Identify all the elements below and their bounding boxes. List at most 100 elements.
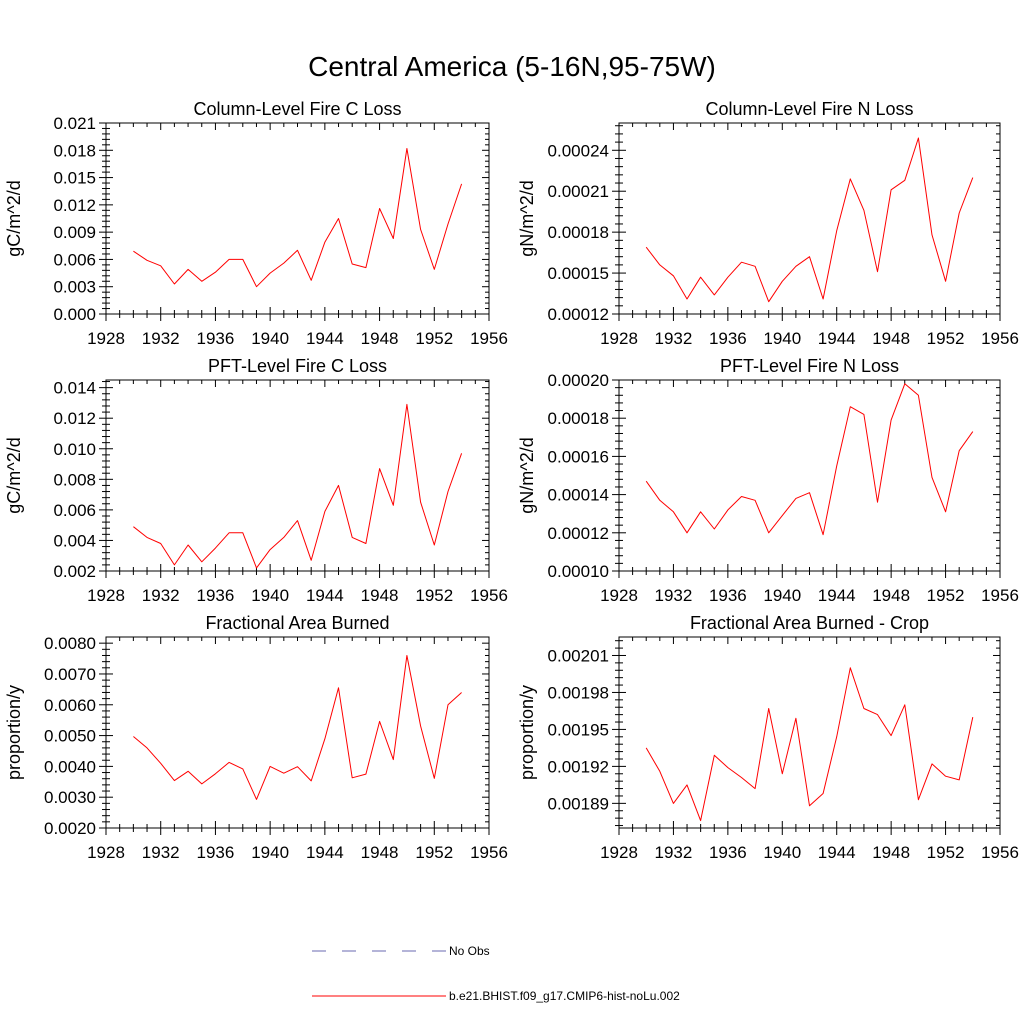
y-tick-label: 0.00018 bbox=[548, 409, 609, 428]
panels: Column-Level Fire C Loss gC/m^2/d 1928 1932… bbox=[4, 99, 1019, 862]
x-tick-label: 1936 bbox=[197, 843, 235, 862]
y-tick-label: 0.0020 bbox=[44, 819, 96, 838]
y-tick-label: 0.0060 bbox=[44, 696, 96, 715]
y-tick-label: 0.00195 bbox=[548, 720, 609, 739]
y-tick-label: 0.00024 bbox=[548, 141, 609, 160]
y-tick-label: 0.0040 bbox=[44, 757, 96, 776]
panel-4: PFT-Level Fire N Loss gN/m^2/d 1928 1932 193… bbox=[517, 356, 1019, 605]
y-tick-label: 0.002 bbox=[53, 562, 96, 581]
y-tick-label: 0.00192 bbox=[548, 757, 609, 776]
y-tick-label: 0.0030 bbox=[44, 788, 96, 807]
y-tick-label: 0.008 bbox=[53, 470, 96, 489]
x-tick-label: 1940 bbox=[763, 843, 801, 862]
x-tick-label: 1956 bbox=[470, 586, 508, 605]
x-tick-label: 1948 bbox=[361, 329, 399, 348]
panel-title: Fractional Area Burned bbox=[205, 613, 389, 633]
x-tick-label: 1932 bbox=[142, 329, 180, 348]
panel-6: Fractional Area Burned - Crop proportion/… bbox=[517, 613, 1019, 862]
y-axis-label: gN/m^2/d bbox=[517, 180, 537, 256]
x-tick-label: 1940 bbox=[763, 329, 801, 348]
plot-frame bbox=[105, 122, 490, 315]
x-tick-label: 1944 bbox=[306, 586, 344, 605]
x-tick-label: 1936 bbox=[709, 843, 747, 862]
x-tick-label: 1952 bbox=[415, 586, 453, 605]
x-tick-label: 1956 bbox=[981, 843, 1019, 862]
y-tick-label: 0.00012 bbox=[548, 524, 609, 543]
panel-1: Column-Level Fire C Loss gC/m^2/d 1928 1932… bbox=[4, 99, 508, 348]
y-tick-label: 0.014 bbox=[53, 379, 96, 398]
x-tick-label: 1948 bbox=[361, 586, 399, 605]
y-tick-label: 0.003 bbox=[53, 278, 96, 297]
x-tick-label: 1928 bbox=[87, 843, 125, 862]
panel-title: Fractional Area Burned - Crop bbox=[690, 613, 929, 633]
y-tick-label: 0.015 bbox=[53, 169, 96, 188]
y-tick-label: 0.00012 bbox=[548, 305, 609, 324]
plot-frame bbox=[618, 122, 1001, 315]
x-tick-label: 1928 bbox=[87, 586, 125, 605]
x-tick-label: 1932 bbox=[142, 586, 180, 605]
x-tick-label: 1948 bbox=[872, 329, 910, 348]
x-tick-label: 1956 bbox=[470, 843, 508, 862]
x-tick-label: 1956 bbox=[981, 329, 1019, 348]
y-tick-label: 0.021 bbox=[53, 114, 96, 133]
y-axis-label: proportion/y bbox=[517, 685, 537, 780]
y-tick-label: 0.012 bbox=[53, 409, 96, 428]
x-tick-label: 1932 bbox=[655, 586, 693, 605]
y-tick-label: 0.004 bbox=[53, 531, 96, 550]
panel-title: Column-Level Fire N Loss bbox=[705, 99, 913, 119]
y-tick-label: 0.00015 bbox=[548, 264, 609, 283]
legend-label-no-obs: No Obs bbox=[449, 944, 490, 958]
y-tick-label: 0.00016 bbox=[548, 447, 609, 466]
x-tick-label: 1932 bbox=[142, 843, 180, 862]
x-tick-label: 1944 bbox=[818, 843, 856, 862]
y-tick-label: 0.00198 bbox=[548, 683, 609, 702]
y-tick-label: 0.000 bbox=[53, 305, 96, 324]
series-line bbox=[645, 383, 974, 536]
x-tick-label: 1928 bbox=[600, 329, 638, 348]
series-line bbox=[133, 655, 462, 800]
x-tick-label: 1952 bbox=[927, 329, 965, 348]
panel-title: PFT-Level Fire C Loss bbox=[208, 356, 387, 376]
y-tick-label: 0.00018 bbox=[548, 223, 609, 242]
panel-title: PFT-Level Fire N Loss bbox=[720, 356, 899, 376]
legend-label-run: b.e21.BHIST.f09_g17.CMIP6-hist-noLu.002 bbox=[449, 989, 680, 1003]
y-axis-label: gN/m^2/d bbox=[517, 437, 537, 513]
panel-3: PFT-Level Fire C Loss gC/m^2/d 1928 1932 193… bbox=[4, 356, 508, 605]
x-tick-label: 1928 bbox=[600, 843, 638, 862]
y-tick-label: 0.012 bbox=[53, 196, 96, 215]
x-tick-label: 1940 bbox=[251, 329, 289, 348]
x-tick-label: 1940 bbox=[251, 586, 289, 605]
x-tick-label: 1932 bbox=[655, 843, 693, 862]
y-tick-label: 0.009 bbox=[53, 223, 96, 242]
y-tick-label: 0.006 bbox=[53, 501, 96, 520]
legend: No Obs b.e21.BHIST.f09_g17.CMIP6-hist-no… bbox=[312, 944, 680, 1003]
x-tick-label: 1936 bbox=[197, 329, 235, 348]
x-tick-label: 1952 bbox=[415, 843, 453, 862]
series-line bbox=[645, 137, 974, 303]
series-line bbox=[133, 403, 463, 569]
y-tick-label: 0.0050 bbox=[44, 727, 96, 746]
plot-frame bbox=[105, 636, 490, 829]
x-tick-label: 1932 bbox=[655, 329, 693, 348]
x-tick-label: 1944 bbox=[306, 843, 344, 862]
series-line bbox=[133, 148, 463, 288]
y-tick-label: 0.00020 bbox=[548, 371, 609, 390]
panel-5: Fractional Area Burned proportion/y 1928 19… bbox=[4, 613, 508, 862]
x-tick-label: 1956 bbox=[470, 329, 508, 348]
plot-frame bbox=[618, 379, 1001, 572]
panel-2: Column-Level Fire N Loss gN/m^2/d 1928 1932… bbox=[517, 99, 1019, 348]
x-tick-label: 1956 bbox=[981, 586, 1019, 605]
y-axis-label: proportion/y bbox=[4, 685, 24, 780]
y-tick-label: 0.010 bbox=[53, 440, 96, 459]
x-tick-label: 1948 bbox=[361, 843, 399, 862]
y-tick-label: 0.00189 bbox=[548, 794, 609, 813]
y-tick-label: 0.00021 bbox=[548, 182, 609, 201]
x-tick-label: 1936 bbox=[709, 586, 747, 605]
x-tick-label: 1944 bbox=[818, 329, 856, 348]
series-line bbox=[645, 667, 974, 822]
x-tick-label: 1948 bbox=[872, 586, 910, 605]
x-tick-label: 1936 bbox=[197, 586, 235, 605]
x-tick-label: 1948 bbox=[872, 843, 910, 862]
x-tick-label: 1928 bbox=[600, 586, 638, 605]
